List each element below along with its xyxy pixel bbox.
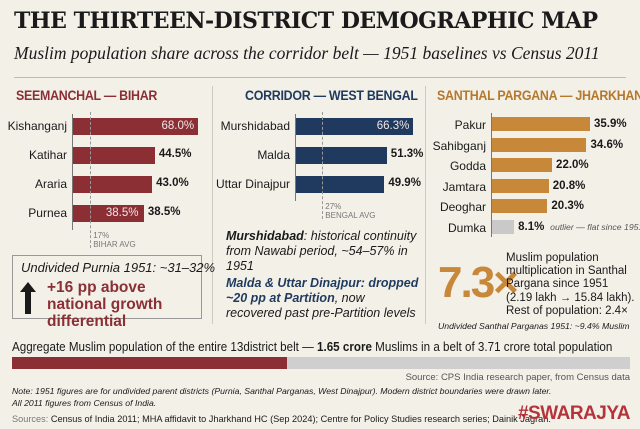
category-label: Pakur — [454, 118, 486, 132]
arrow-up-icon — [20, 282, 36, 314]
inner-value-label: 38.5% — [105, 207, 139, 219]
bar — [296, 147, 387, 164]
multiplier-stat: 7.3× — [438, 258, 519, 307]
value-label: 22.0% — [556, 159, 589, 172]
brand-logo: #SWARAJYA — [517, 403, 631, 424]
sources-text: Census of India 2011; MHA affidavit to J… — [48, 414, 551, 424]
category-label: Kishanganj — [7, 119, 67, 133]
value-label: 35.9% — [594, 118, 627, 130]
divider — [425, 86, 426, 324]
bar — [73, 147, 155, 164]
murshidabad-note: Murshidabad: historical continuity from … — [226, 229, 422, 274]
note-text: , now recovered past pre-Partition level… — [226, 291, 416, 320]
bar — [492, 137, 587, 152]
category-label: Murshidabad — [220, 119, 290, 133]
category-label: Jamtara — [442, 179, 486, 194]
page-subtitle: Muslim population share across the corri… — [14, 43, 600, 63]
category-label: Godda — [449, 159, 486, 174]
sources: Sources: Census of India 2011; MHA affid… — [12, 414, 551, 424]
axis-line — [295, 114, 296, 201]
outlier-annotation: outlier — flat since 1951 — [550, 222, 640, 232]
value-label: 43.0% — [156, 177, 189, 189]
divider — [14, 77, 626, 78]
axis-line — [72, 114, 73, 230]
section-title-bihar: SEEMANCHAL — BIHAR — [16, 88, 158, 103]
category-label: Malda — [257, 148, 290, 162]
aggregate-caption: Aggregate Muslim population of the entir… — [12, 340, 612, 354]
multiplier-desc: Muslim population multiplication in Sant… — [506, 252, 635, 317]
footnote: Note: 1951 figures are for undivided par… — [12, 386, 552, 396]
santhal-note: Undivided Santhal Parganas 1951: ~9.4% M… — [438, 321, 630, 331]
average-value: 17% — [93, 231, 110, 240]
value-label: 44.5% — [158, 148, 192, 160]
average-line — [90, 112, 92, 248]
bar — [296, 118, 414, 135]
category-label: Dumka — [447, 221, 486, 235]
bar — [492, 220, 515, 234]
aggregate-bar-track — [12, 357, 630, 369]
value-label: 51.3% — [390, 148, 424, 160]
value-label: 49.9% — [388, 177, 421, 189]
callout-highlight: +16 pp above national growth differentia… — [47, 279, 163, 330]
bar — [73, 176, 153, 193]
bar — [73, 118, 199, 135]
footnote: All 2011 figures from Census of India. — [12, 398, 157, 408]
value-label: 34.6% — [590, 138, 624, 151]
value-label: 20.8% — [552, 179, 586, 192]
bar — [296, 176, 385, 193]
value-label: 68.0% — [161, 120, 195, 132]
note-bold: Malda & Uttar Dinajpur: dropped ~20 pp a… — [226, 276, 419, 305]
note-bold: Murshidabad — [226, 229, 304, 243]
divider — [212, 86, 213, 324]
section-title-jharkhand: SANTHAL PARGANA — JHARKHAND — [437, 88, 640, 103]
category-label: Katihar — [28, 148, 67, 162]
malda-note: Malda & Uttar Dinajpur: dropped ~20 pp a… — [226, 276, 422, 321]
value-label: 66.3% — [376, 120, 410, 132]
value-label: 8.1% — [518, 221, 545, 233]
average-line — [322, 112, 324, 219]
average-value: 27% — [325, 202, 342, 211]
category-label: Uttar Dinajpur — [215, 177, 290, 191]
category-label: Sahibganj — [432, 138, 486, 153]
aggregate-bar-fill — [12, 357, 287, 369]
axis-line — [491, 113, 492, 237]
category-label: Araria — [34, 177, 67, 191]
section-title-bengal: CORRIDOR — WEST BENGAL — [245, 88, 418, 103]
source-line: Source: CPS India research paper, from C… — [405, 372, 630, 383]
page-title: THE THIRTEEN-DISTRICT DEMOGRAPHIC MAP — [14, 8, 598, 34]
bar — [492, 117, 590, 131]
value-label: 20.3% — [551, 200, 585, 213]
caption-bold: 1.65 crore — [317, 340, 372, 354]
category-label: Deoghar — [439, 200, 486, 215]
callout-text: Undivided Purnia 1951: ~31–32% — [21, 260, 216, 275]
average-label: BIHAR AVG — [93, 240, 136, 249]
value-label: 38.5% — [147, 206, 181, 218]
caption-text: Aggregate Muslim population of the entir… — [12, 340, 318, 354]
bar — [492, 158, 553, 173]
caption-text: Muslims in a belt of 3.71 crore total po… — [371, 340, 613, 354]
average-label: BENGAL AVG — [325, 211, 376, 220]
sources-label: Sources: — [12, 414, 49, 424]
purnia-callout: Undivided Purnia 1951: ~31–32% +16 pp ab… — [12, 255, 215, 330]
bar — [492, 199, 548, 214]
bar — [492, 178, 549, 193]
note-text: : historical continuity from Nawabi peri… — [226, 229, 417, 273]
category-label: Purnea — [28, 206, 67, 220]
